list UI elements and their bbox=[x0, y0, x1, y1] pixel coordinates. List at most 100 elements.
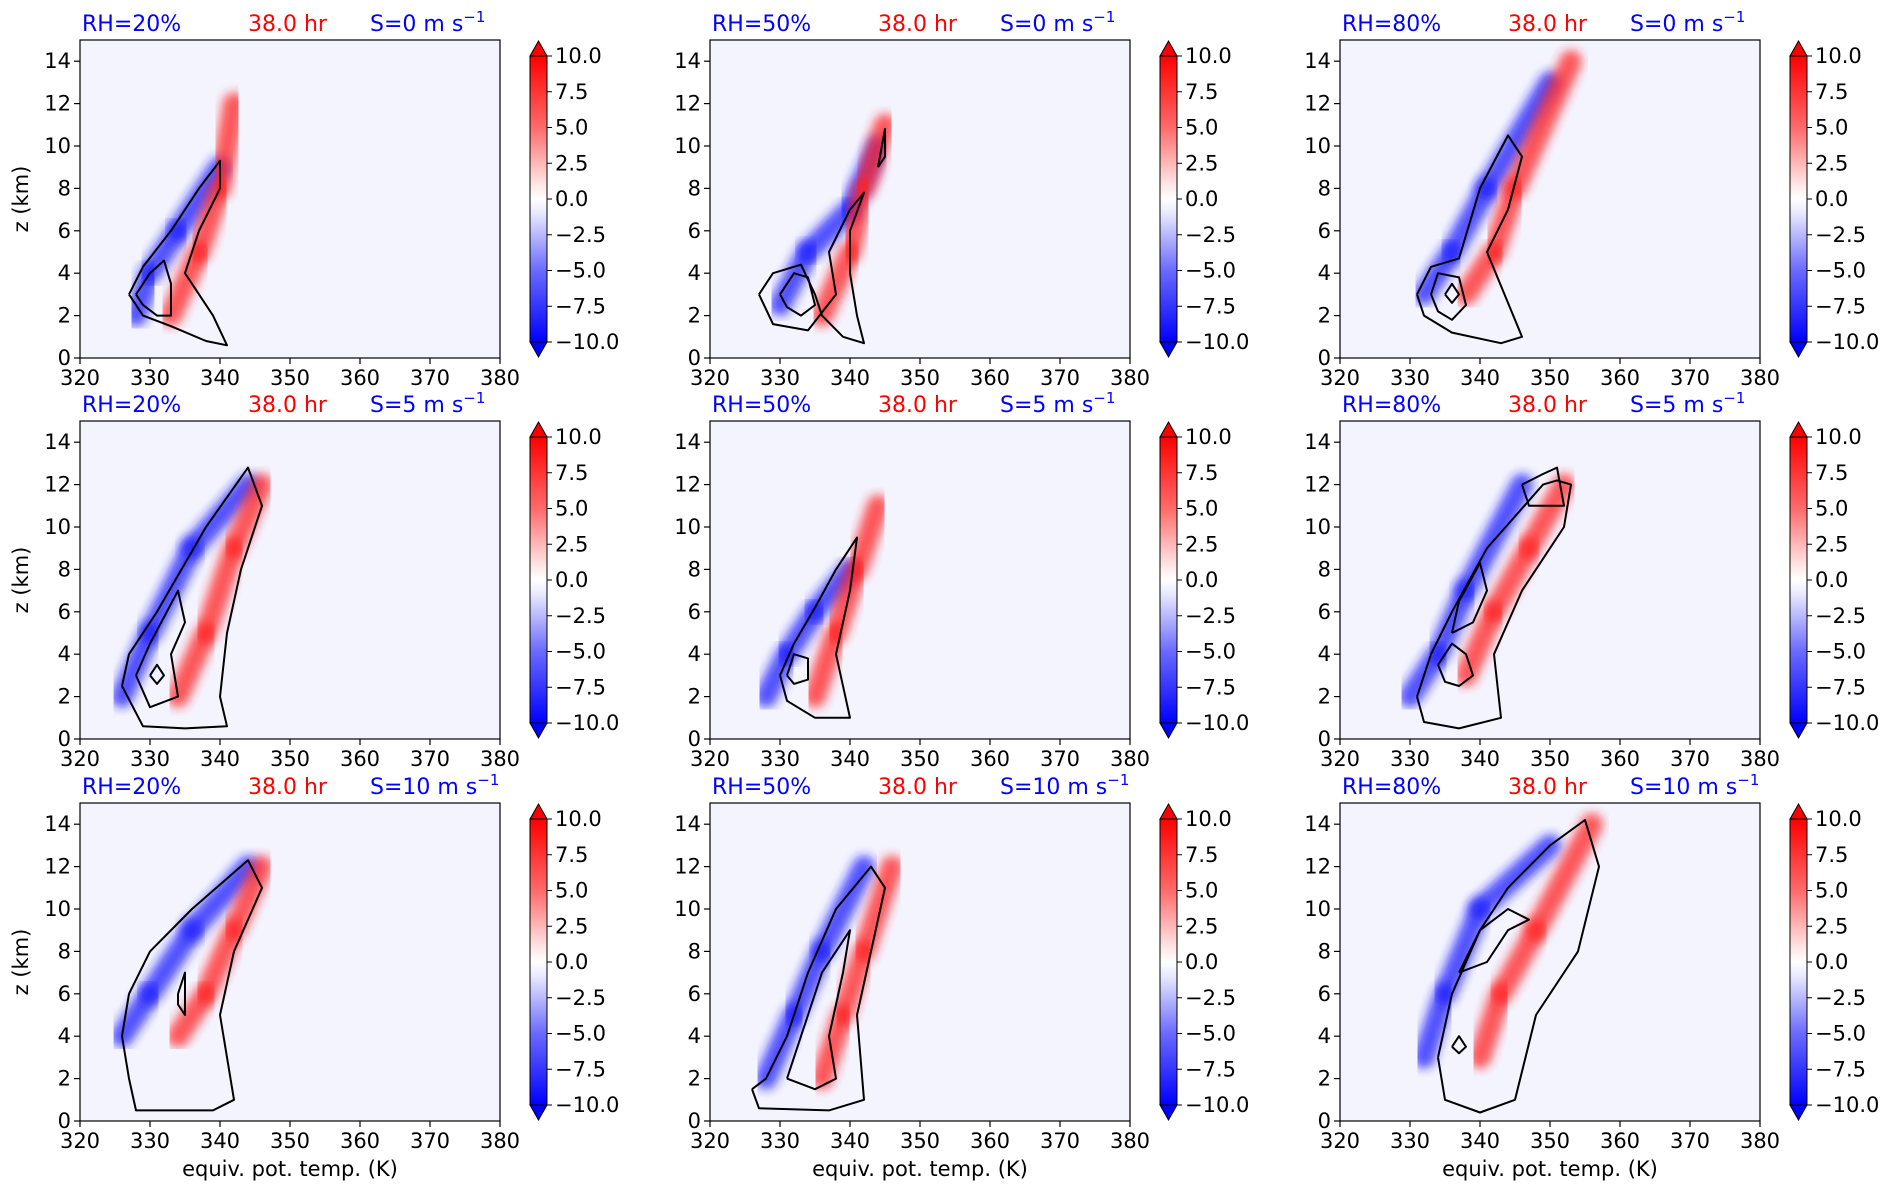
colorbar-extend-min bbox=[1159, 722, 1178, 740]
x-tick-label: 340 bbox=[830, 366, 870, 390]
colorbar-extend-min bbox=[529, 722, 548, 740]
x-tick-label: 320 bbox=[1320, 1129, 1360, 1153]
x-tick-label: 350 bbox=[900, 366, 940, 390]
y-tick-label: 10 bbox=[674, 897, 701, 921]
colorbar-tick-label: −10.0 bbox=[555, 1093, 619, 1117]
x-tick-label: 340 bbox=[200, 366, 240, 390]
negative-anomaly-lobe bbox=[181, 473, 259, 560]
time-label: 38.0 hr bbox=[878, 393, 958, 418]
colorbar-tick-label: 7.5 bbox=[555, 461, 588, 485]
negative-anomaly-lobe bbox=[1434, 898, 1491, 1005]
x-tick-label: 330 bbox=[760, 747, 800, 771]
colorbar-tick-label: 7.5 bbox=[1185, 461, 1218, 485]
positive-anomaly-lobe bbox=[832, 940, 875, 1026]
colorbar bbox=[529, 55, 548, 343]
x-tick-label: 360 bbox=[340, 747, 380, 771]
y-tick-label: 12 bbox=[44, 92, 71, 116]
colorbar-tick-label: 0.0 bbox=[555, 568, 588, 592]
colorbar-tick-label: 0.0 bbox=[1815, 950, 1848, 974]
x-tick-label: 370 bbox=[1670, 1129, 1710, 1153]
colorbar-tick-label: −7.5 bbox=[1185, 1057, 1236, 1081]
contour-line bbox=[779, 536, 858, 719]
colorbar-tick-label: −7.5 bbox=[1815, 294, 1866, 318]
rh-label: RH=80% bbox=[1342, 393, 1441, 418]
y-tick-label: 8 bbox=[1318, 176, 1331, 200]
x-tick-label: 320 bbox=[60, 366, 100, 390]
negative-anomaly-lobe bbox=[1427, 579, 1477, 666]
y-tick-label: 14 bbox=[674, 49, 701, 73]
x-tick-label: 340 bbox=[830, 1129, 870, 1153]
rh-label: RH=80% bbox=[1342, 775, 1441, 800]
colorbar-tick-label: −2.5 bbox=[1185, 223, 1236, 247]
colorbar-tick-label: 7.5 bbox=[1815, 461, 1848, 485]
colorbar-tick-label: −10.0 bbox=[1185, 711, 1249, 735]
contour-line bbox=[1444, 282, 1460, 304]
panel-5: 320 330 340 350 360 370 380 0 2 4 6 8 10 12 14 RH=50% 38… bbox=[674, 389, 1249, 771]
y-tick-label: 2 bbox=[1318, 304, 1331, 328]
contour-line bbox=[121, 859, 263, 1112]
colorbar-extend-max bbox=[529, 802, 548, 820]
colorbar-tick-label: 10.0 bbox=[1815, 807, 1862, 831]
positive-anomaly-lobe bbox=[846, 494, 889, 581]
x-tick-label: 370 bbox=[410, 366, 450, 390]
y-tick-label: 10 bbox=[44, 515, 71, 539]
colorbar-extend-min bbox=[1789, 341, 1808, 359]
contour-line bbox=[135, 259, 172, 317]
contour-line bbox=[877, 128, 886, 168]
contour-line bbox=[751, 865, 886, 1112]
shear-label: S=10 m s−1 bbox=[1000, 771, 1129, 800]
colorbar bbox=[1789, 55, 1808, 343]
colorbar-tick-label: −7.5 bbox=[555, 1057, 606, 1081]
y-tick-label: 14 bbox=[1304, 49, 1331, 73]
y-tick-label: 0 bbox=[688, 1109, 701, 1133]
colorbar bbox=[529, 818, 548, 1106]
colorbar-tick-label: 5.0 bbox=[1185, 116, 1218, 140]
y-tick-label: 6 bbox=[58, 982, 71, 1006]
positive-anomaly-lobe bbox=[195, 919, 245, 1005]
x-tick-label: 340 bbox=[1460, 366, 1500, 390]
x-tick-label: 360 bbox=[970, 1129, 1010, 1153]
colorbar-tick-label: 0.0 bbox=[1185, 568, 1218, 592]
x-tick-label: 330 bbox=[130, 1129, 170, 1153]
colorbar-tick-label: 10.0 bbox=[555, 425, 602, 449]
x-tick-label: 320 bbox=[60, 747, 100, 771]
x-tick-label: 330 bbox=[130, 747, 170, 771]
colorbar-tick-label: −5.0 bbox=[555, 259, 606, 283]
colorbar-tick-label: 7.5 bbox=[1815, 80, 1848, 104]
colorbar-tick-label: 10.0 bbox=[1185, 425, 1232, 449]
colorbar-tick-label: 10.0 bbox=[1185, 44, 1232, 68]
y-tick-label: 4 bbox=[688, 642, 701, 666]
contour-line bbox=[149, 663, 165, 685]
x-tick-label: 320 bbox=[60, 1129, 100, 1153]
panel-9: 320 330 340 350 360 370 380 0 2 4 6 8 10 12 14 equiv. p… bbox=[1304, 771, 1879, 1181]
y-tick-label: 14 bbox=[1304, 812, 1331, 836]
y-tick-label: 10 bbox=[1304, 134, 1331, 158]
y-tick-label: 6 bbox=[58, 219, 71, 243]
colorbar-tick-label: 2.5 bbox=[555, 532, 588, 556]
x-tick-label: 360 bbox=[340, 1129, 380, 1153]
x-tick-label: 360 bbox=[340, 366, 380, 390]
x-tick-label: 380 bbox=[1110, 747, 1150, 771]
y-tick-label: 12 bbox=[44, 473, 71, 497]
y-tick-label: 8 bbox=[688, 176, 701, 200]
contour-line bbox=[1451, 562, 1488, 634]
colorbar-tick-label: 2.5 bbox=[1815, 914, 1848, 938]
x-tick-label: 380 bbox=[1740, 366, 1780, 390]
y-tick-label: 0 bbox=[688, 727, 701, 751]
x-tick-label: 330 bbox=[1390, 747, 1430, 771]
colorbar-tick-label: −5.0 bbox=[1185, 259, 1236, 283]
colorbar-tick-label: −5.0 bbox=[1815, 640, 1866, 664]
x-axis-label: equiv. pot. temp. (K) bbox=[1442, 1157, 1658, 1181]
y-tick-label: 0 bbox=[688, 346, 701, 370]
x-tick-label: 340 bbox=[830, 747, 870, 771]
positive-anomaly-lobe bbox=[1518, 473, 1575, 560]
colorbar-tick-label: 7.5 bbox=[555, 80, 588, 104]
y-tick-label: 8 bbox=[1318, 557, 1331, 581]
colorbar-tick-label: −7.5 bbox=[1185, 294, 1236, 318]
y-tick-label: 2 bbox=[58, 304, 71, 328]
colorbar-tick-label: 2.5 bbox=[1185, 532, 1218, 556]
shear-label: S=5 m s−1 bbox=[1000, 389, 1115, 418]
negative-anomaly-lobe bbox=[1413, 982, 1456, 1069]
colorbar-tick-label: −7.5 bbox=[555, 675, 606, 699]
